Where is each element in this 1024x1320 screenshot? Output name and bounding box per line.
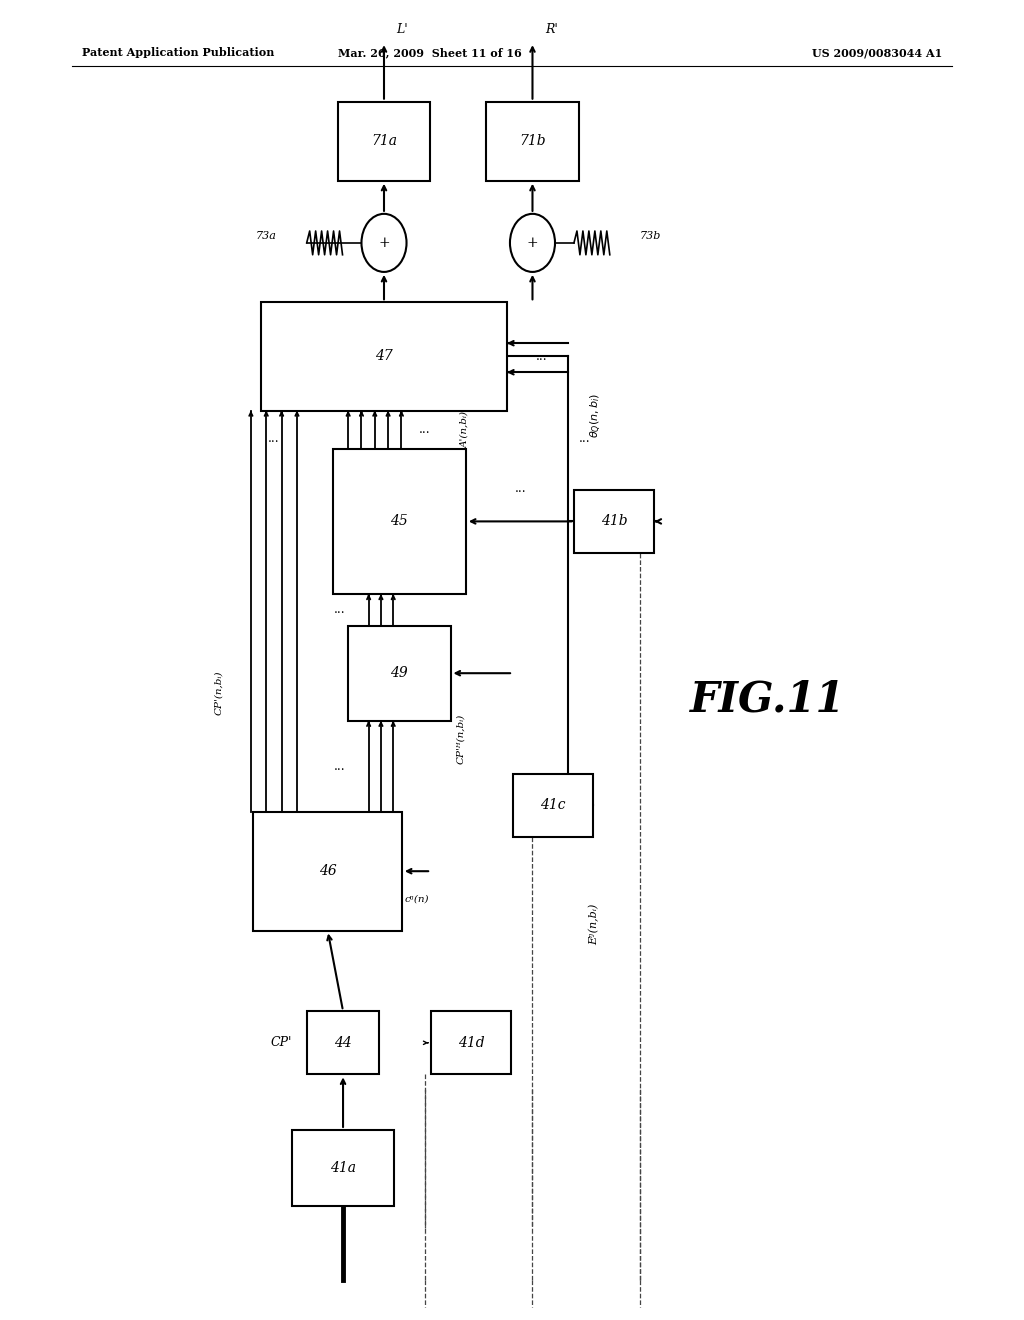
Circle shape	[510, 214, 555, 272]
Text: ...: ...	[537, 350, 548, 363]
Text: ...: ...	[514, 482, 526, 495]
Text: Patent Application Publication: Patent Application Publication	[82, 48, 274, 58]
Text: ...: ...	[419, 424, 431, 436]
Bar	[486, 102, 579, 181]
Bar	[307, 1011, 379, 1074]
Bar	[431, 1011, 511, 1074]
Text: ...: ...	[334, 760, 346, 772]
Text: R': R'	[545, 22, 557, 36]
Text: $\theta_Q(n,b_i)$: $\theta_Q(n,b_i)$	[589, 393, 604, 438]
Text: ...: ...	[579, 433, 590, 445]
Bar	[261, 302, 507, 411]
Bar	[292, 1130, 394, 1206]
Bar	[348, 626, 451, 721]
Bar	[338, 102, 430, 181]
Text: CP'ᴴ(n,bᵢ): CP'ᴴ(n,bᵢ)	[456, 714, 465, 764]
Text: 71b: 71b	[519, 135, 546, 148]
Text: 41a: 41a	[330, 1162, 356, 1175]
Text: +: +	[526, 236, 539, 249]
Text: Eᵑ(n,bᵢ): Eᵑ(n,bᵢ)	[589, 903, 599, 945]
Circle shape	[361, 214, 407, 272]
Text: 45: 45	[390, 515, 409, 528]
Text: 47: 47	[375, 350, 393, 363]
Text: 46: 46	[318, 865, 337, 878]
Text: +: +	[378, 236, 390, 249]
Text: 73a: 73a	[256, 231, 276, 242]
Text: 41d: 41d	[458, 1036, 484, 1049]
Bar	[574, 490, 654, 553]
Text: 71a: 71a	[371, 135, 397, 148]
Text: 41c: 41c	[541, 799, 565, 812]
Bar	[333, 449, 466, 594]
Bar	[254, 812, 401, 931]
Text: 41b: 41b	[601, 515, 628, 528]
Text: cᵑ(n): cᵑ(n)	[404, 895, 429, 904]
Text: ...: ...	[267, 433, 280, 445]
Bar	[513, 774, 593, 837]
Text: A'(n,bᵢ): A'(n,bᵢ)	[461, 411, 470, 449]
Text: Mar. 26, 2009  Sheet 11 of 16: Mar. 26, 2009 Sheet 11 of 16	[338, 48, 522, 58]
Text: 44: 44	[334, 1036, 352, 1049]
Text: FIG.11: FIG.11	[690, 678, 846, 721]
Text: 73b: 73b	[640, 231, 662, 242]
Text: 49: 49	[390, 667, 409, 680]
Text: US 2009/0083044 A1: US 2009/0083044 A1	[812, 48, 942, 58]
Text: L': L'	[396, 22, 408, 36]
Text: CP': CP'	[270, 1036, 292, 1049]
Text: ...: ...	[334, 603, 346, 616]
Text: CP'(n,bᵢ): CP'(n,bᵢ)	[214, 671, 223, 714]
